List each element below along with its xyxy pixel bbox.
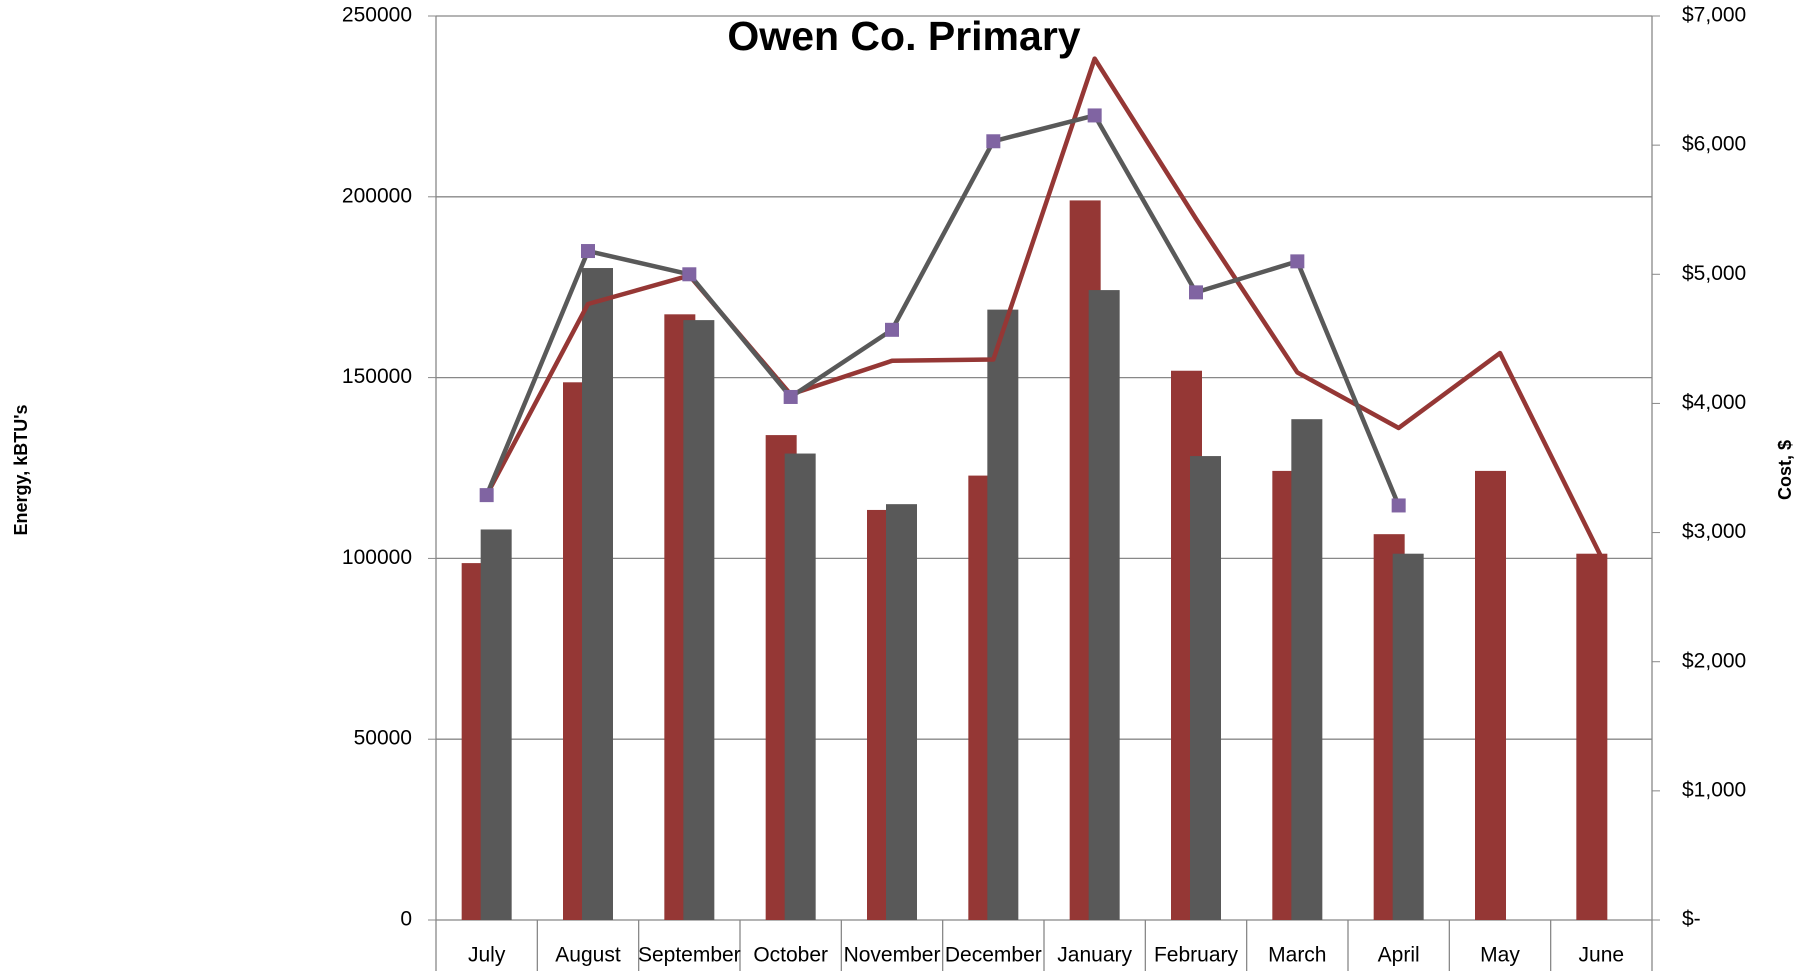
y-tick-label: 50000 (354, 727, 412, 750)
bar (683, 320, 715, 920)
marker (479, 488, 494, 503)
marker (682, 267, 697, 282)
x-tick-label: January (1057, 944, 1132, 967)
y2-tick-label: $6,000 (1682, 133, 1746, 156)
x-tick-label: February (1154, 944, 1239, 967)
marker (1087, 108, 1102, 123)
marker (885, 322, 899, 337)
x-tick-label: September (638, 944, 741, 967)
bar (987, 309, 1019, 920)
bar (1392, 553, 1424, 920)
x-tick-label: August (555, 944, 621, 967)
x-tick-label: March (1268, 944, 1326, 967)
x-tick-label: November (844, 944, 941, 967)
bar (1291, 419, 1323, 920)
y2-tick-label: $3,000 (1682, 520, 1746, 543)
marker (1290, 254, 1305, 269)
line (484, 113, 1401, 507)
chart-title: Owen Co. Primary (727, 13, 1080, 59)
y2-tick-label: $5,000 (1682, 262, 1746, 285)
bar (1576, 553, 1608, 920)
y-axis-title: Energy, kBTU's (11, 405, 31, 536)
marker (986, 134, 1001, 149)
marker (783, 389, 798, 404)
y-tick-label: 0 (400, 908, 412, 931)
y2-tick-label: $1,000 (1682, 778, 1746, 801)
y-tick-label: 250000 (342, 4, 412, 27)
marker (1189, 285, 1203, 300)
y2-tick-label: $- (1682, 908, 1701, 931)
bar (582, 268, 613, 921)
bar (480, 529, 512, 920)
x-tick-label: July (468, 944, 506, 967)
x-tick-label: May (1480, 944, 1520, 967)
y2-tick-label: $4,000 (1682, 391, 1746, 414)
bar (1088, 290, 1120, 921)
y-tick-label: 150000 (342, 365, 412, 388)
y-tick-label: 200000 (342, 184, 412, 207)
bar (886, 504, 917, 920)
line (484, 56, 1604, 559)
bar (1190, 456, 1221, 920)
x-tick-label: April (1378, 944, 1420, 967)
y2-tick-label: $7,000 (1682, 4, 1746, 27)
bar (1475, 470, 1506, 920)
x-tick-label: December (945, 944, 1042, 967)
y2-axis-title: Cost, $ (1775, 440, 1795, 500)
marker (1391, 498, 1406, 513)
x-tick-label: June (1579, 944, 1625, 967)
y-tick-label: 100000 (342, 546, 412, 569)
x-tick-label: October (753, 944, 828, 967)
bar (784, 453, 816, 920)
marker (581, 244, 595, 259)
y2-tick-label: $2,000 (1682, 649, 1746, 672)
